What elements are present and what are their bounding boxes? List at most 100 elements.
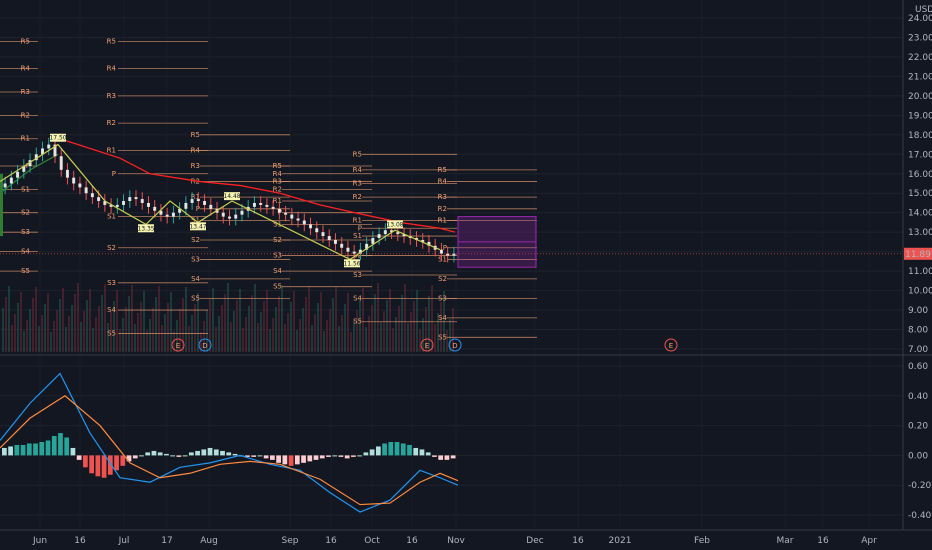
volume-bar <box>392 328 394 352</box>
volume-bar <box>185 287 187 352</box>
price-tick-label: 9.00 <box>908 306 928 316</box>
price-tick-label: 13.00 <box>908 228 932 238</box>
volume-bar <box>47 293 49 352</box>
volume-bar <box>8 286 10 352</box>
candle-body <box>115 204 119 207</box>
histogram-bar <box>369 449 375 456</box>
candle-body <box>333 239 337 244</box>
volume-bar <box>158 286 160 352</box>
volume-bar <box>347 293 349 352</box>
price-tick-label: 22.00 <box>908 53 932 63</box>
histogram-bar <box>151 450 157 456</box>
volume-bar <box>380 322 382 352</box>
histogram-bar <box>107 455 113 475</box>
price-tag-label: 17.50 <box>49 135 66 142</box>
event-marker-circle <box>420 338 434 352</box>
volume-bar <box>59 299 61 352</box>
candle-body <box>228 216 231 219</box>
volume-bar <box>389 289 391 352</box>
volume-bar <box>278 296 280 352</box>
volume-bar <box>170 292 172 352</box>
volume-bar <box>218 316 220 352</box>
pivot-level-label: R1 <box>438 216 447 224</box>
price-tick-label: 17.00 <box>908 150 932 160</box>
pivot-level-label: S1 <box>21 185 30 193</box>
volume-bar <box>215 327 217 352</box>
candle-body <box>327 236 331 240</box>
volume-bar <box>224 294 226 352</box>
histogram-bar <box>313 455 319 460</box>
volume-bar <box>194 304 196 352</box>
event-marker-label: E <box>425 342 429 350</box>
histogram-bar <box>270 455 275 460</box>
histogram-bar <box>301 455 306 463</box>
volume-bar <box>377 283 379 352</box>
volume-bar <box>200 332 202 352</box>
price-tag-box <box>387 220 403 229</box>
histogram-bar <box>226 452 232 456</box>
volume-bar <box>50 332 52 352</box>
histogram-bar <box>126 455 132 462</box>
candle-body <box>103 201 107 205</box>
pivot-level-label: S1 <box>438 255 447 263</box>
volume-bar <box>113 301 115 352</box>
histogram-bar <box>70 447 76 456</box>
volume-bar <box>92 328 94 352</box>
pivot-level-label: R3 <box>273 178 282 186</box>
histogram-bar <box>33 443 38 456</box>
pivot-level-label: R2 <box>21 111 30 119</box>
volume-bar <box>128 296 130 352</box>
last-price-tag <box>904 247 932 260</box>
candle-body <box>390 230 394 233</box>
price-tick-label: 19.00 <box>908 111 932 121</box>
time-tick-label: Aug <box>200 536 218 546</box>
volume-bar <box>419 329 421 352</box>
volume-bar <box>89 289 91 352</box>
macd-line <box>0 372 459 513</box>
candle-body <box>402 234 406 237</box>
volume-bar <box>71 305 73 352</box>
histogram-bar <box>344 455 350 459</box>
candle-body <box>421 239 425 242</box>
pivot-level-label: R3 <box>21 88 30 96</box>
candle-body <box>190 199 194 203</box>
volume-bar <box>320 292 322 352</box>
candle-body <box>302 220 306 225</box>
pivot-level-label: R4 <box>438 178 448 186</box>
candle-body <box>203 201 207 205</box>
pivot-level-label: S3 <box>21 228 30 236</box>
volume-bar <box>155 297 157 352</box>
candle-body <box>3 183 7 188</box>
volume-bar <box>62 288 64 352</box>
time-tick-label: Feb <box>694 536 710 546</box>
volume-bar <box>260 312 262 352</box>
volume-bar <box>446 330 448 352</box>
event-marker-circle <box>198 338 212 352</box>
trend-zigzag <box>0 143 441 261</box>
volume-bar <box>404 284 406 352</box>
volume-bar <box>29 309 31 352</box>
pivot-level-label: S1 <box>107 213 116 221</box>
volume-bar <box>308 286 310 352</box>
histogram-bar <box>319 455 325 459</box>
volume-bar <box>116 290 118 352</box>
pivot-level-label: R5 <box>21 37 30 45</box>
volume-bar <box>221 305 223 352</box>
signal-line <box>0 395 459 506</box>
volume-bar <box>356 310 358 352</box>
volume-bar <box>305 297 307 352</box>
histogram-bar <box>120 455 126 466</box>
time-tick-label: Jul <box>118 536 130 546</box>
histogram-bar <box>307 455 313 462</box>
volume-bar <box>332 298 334 352</box>
volume-bar <box>242 328 244 352</box>
volume-bar <box>173 331 175 352</box>
histogram-bar <box>157 452 163 456</box>
price-tag-box <box>344 259 360 268</box>
volume-bar <box>317 303 319 352</box>
histogram-bar <box>8 446 13 456</box>
histogram-bar <box>232 453 238 456</box>
event-marker-label: D <box>452 342 457 350</box>
